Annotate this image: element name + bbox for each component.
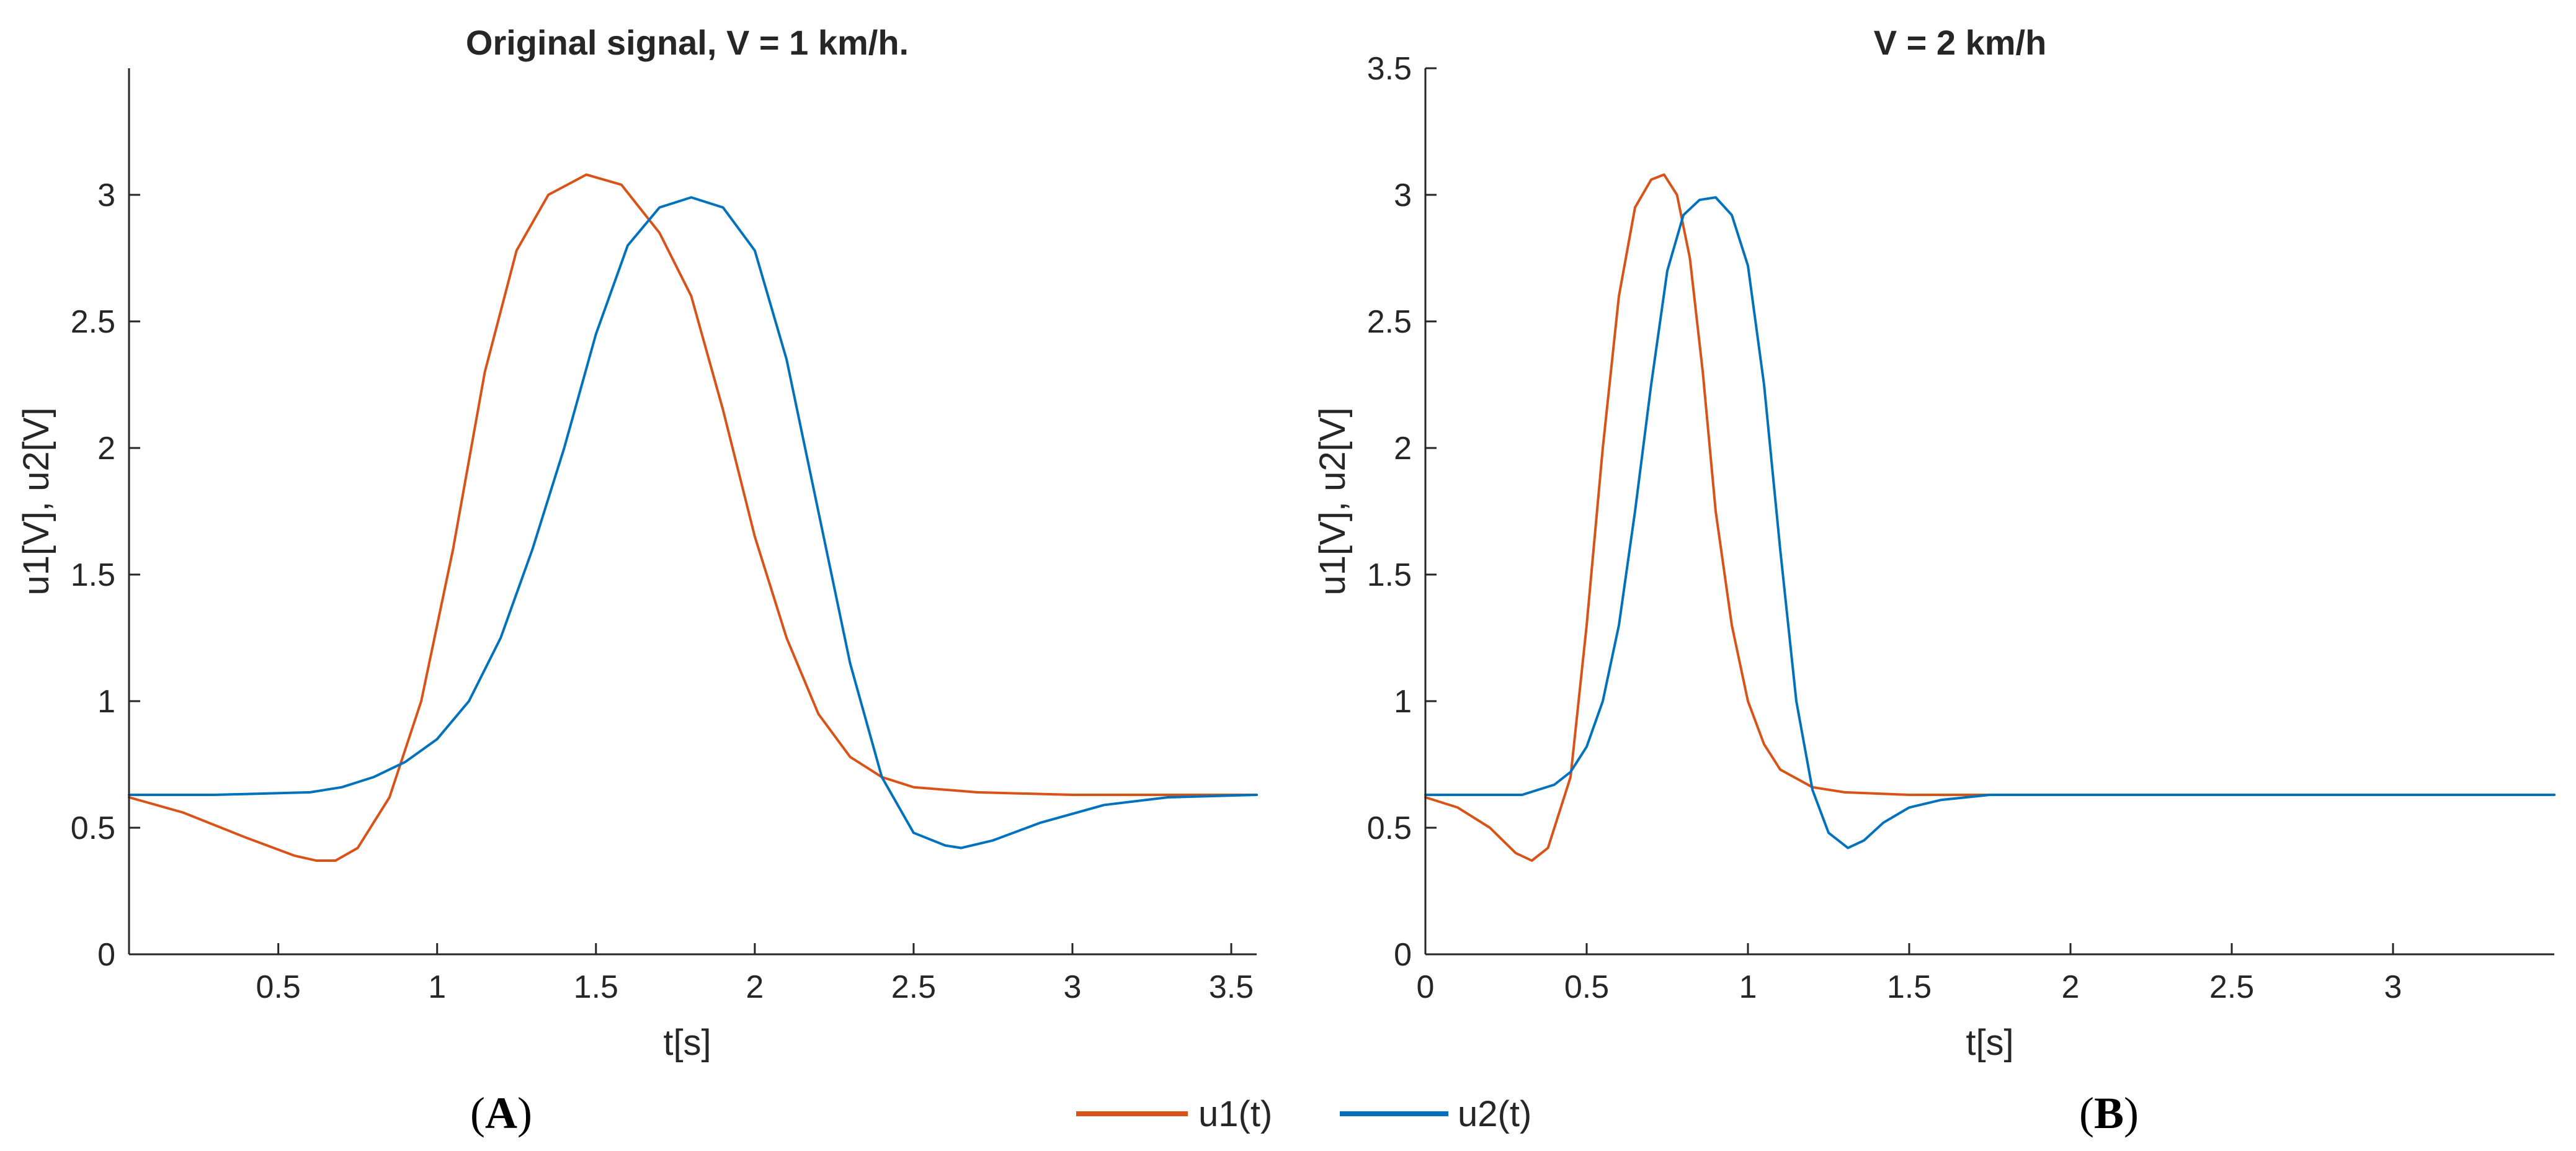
chart-a-x-tick-label: 0.5 — [256, 969, 301, 1005]
chart-a-x-tick-label: 3.5 — [1209, 969, 1254, 1005]
legend: u1(t) u2(t) — [1076, 1094, 1531, 1134]
chart-a-y-tick-label: 1 — [97, 684, 115, 720]
chart-b-y-tick-label: 1 — [1394, 684, 1412, 720]
chart-b-y-tick-label: 0 — [1394, 937, 1412, 973]
chart-b-x-tick-label: 1.5 — [1887, 969, 1932, 1005]
legend-u2-label: u2(t) — [1458, 1094, 1531, 1134]
chart-b-xlabel: t[s] — [1966, 1023, 2013, 1063]
chart-a-x-tick-label: 1.5 — [574, 969, 618, 1005]
chart-a-x-tick-label: 2 — [746, 969, 764, 1005]
chart-a-y-tick-label: 1.5 — [71, 557, 115, 593]
chart-b: V = 2 km/h 0 0.5 1 1.5 2 2.5 3 0 0.5 1 1.5 2 2.5 3 3.5… — [1313, 23, 2556, 1063]
legend-u1-label: u1(t) — [1198, 1094, 1272, 1134]
chart-b-title: V = 2 km/h — [1874, 23, 2047, 62]
chart-b-y-tick-label: 2 — [1394, 431, 1412, 467]
chart-a-plot-area: 0.5 1 1.5 2 2.5 3 3.5 0 0.5 1 1.5 2 2.5 3 — [71, 68, 1258, 1005]
chart-b-x-tick-label: 2 — [2062, 969, 2080, 1005]
panel-label-b-letter: B — [2094, 1088, 2124, 1138]
chart-a-xlabel: t[s] — [663, 1023, 711, 1063]
chart-a-y-tick-label: 3 — [97, 177, 115, 213]
chart-b-series-u2t — [1424, 196, 2556, 849]
panel-label-b-close: ) — [2124, 1088, 2139, 1138]
panel-label-a-close: ) — [517, 1088, 532, 1138]
chart-b-series-u1t — [1424, 173, 2556, 862]
chart-b-y-tick-label: 3 — [1394, 177, 1412, 213]
chart-a-x-tick-label: 3 — [1064, 969, 1082, 1005]
panel-label-b: (B) — [2079, 1088, 2139, 1138]
chart-b-ylabel: u1[V], u2[V] — [1313, 407, 1353, 595]
chart-a-x-tick-label: 2.5 — [891, 969, 936, 1005]
chart-b-x-tick-label: 2.5 — [2209, 969, 2254, 1005]
chart-a-y-tick-label: 0.5 — [71, 810, 115, 846]
chart-a-series-u2t — [128, 196, 1258, 849]
panel-label-b-open: ( — [2079, 1088, 2094, 1138]
chart-b-x-tick-label: 3 — [2384, 969, 2402, 1005]
chart-a: Original signal, V = 1 km/h. 0.5 1 1.5 2 2.5… — [16, 23, 1258, 1063]
chart-b-plot-area: 0 0.5 1 1.5 2 2.5 3 0 0.5 1 1.5 2 2.5 3 3.5 — [1367, 51, 2556, 1005]
chart-b-x-tick-label: 0.5 — [1564, 969, 1609, 1005]
chart-a-title: Original signal, V = 1 km/h. — [466, 23, 909, 62]
chart-b-y-tick-label: 2.5 — [1367, 304, 1412, 340]
chart-a-y-tick-label: 0 — [97, 937, 115, 973]
chart-a-series-u1t — [128, 173, 1258, 862]
chart-a-y-tick-label: 2.5 — [71, 304, 115, 340]
panel-label-a-open: ( — [470, 1088, 485, 1138]
chart-b-x-tick-label: 1 — [1739, 969, 1757, 1005]
chart-b-y-tick-label: 0.5 — [1367, 810, 1412, 846]
panel-label-a: (A) — [470, 1088, 532, 1138]
chart-a-x-tick-label: 1 — [428, 969, 446, 1005]
chart-a-ylabel: u1[V], u2[V] — [16, 407, 56, 595]
panel-label-a-letter: A — [485, 1088, 517, 1138]
chart-b-y-tick-label: 3.5 — [1367, 51, 1412, 87]
chart-b-y-tick-label: 1.5 — [1367, 557, 1412, 593]
chart-b-x-tick-label: 0 — [1417, 969, 1435, 1005]
chart-a-y-tick-label: 2 — [97, 431, 115, 467]
